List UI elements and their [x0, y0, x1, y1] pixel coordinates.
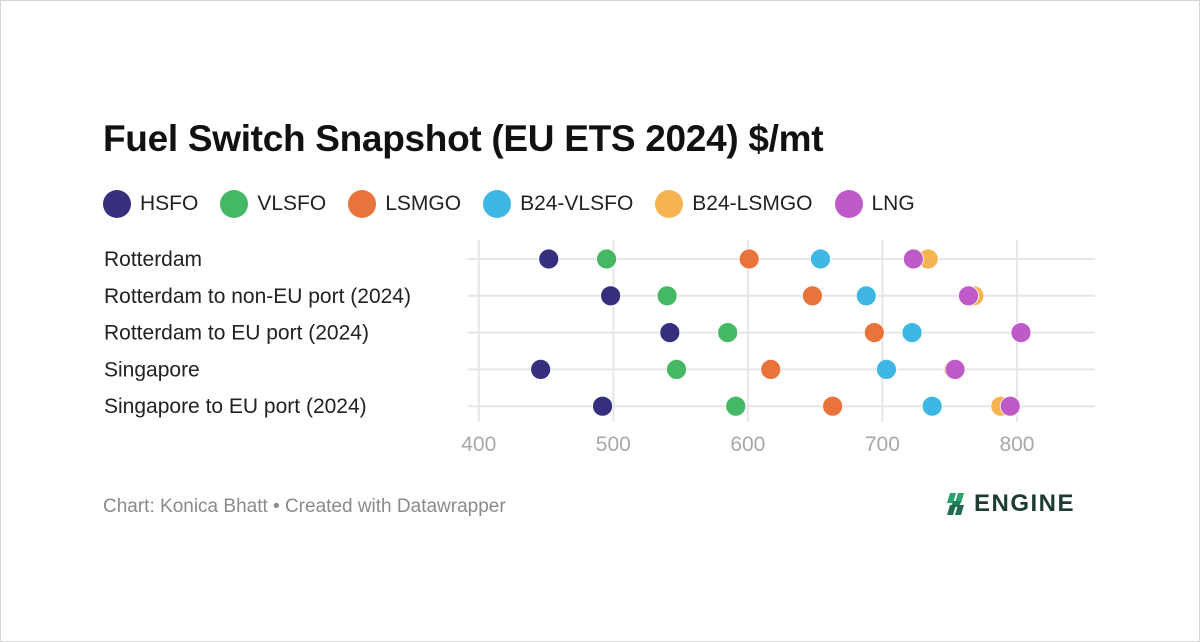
dot-lng [958, 285, 979, 307]
logo-wordmark: ENGINE [974, 490, 1076, 517]
dot-vlsfo [666, 358, 687, 380]
dot-lsmgo [738, 248, 760, 270]
engine-logo-icon [947, 493, 964, 515]
legend-item: LNG [834, 190, 915, 218]
x-tick-label: 400 [461, 433, 496, 456]
x-tick-label: 700 [865, 433, 900, 456]
dot-lsmgo [863, 322, 885, 344]
x-tick-label: 600 [730, 433, 765, 456]
dot-b24-vlsfo [921, 395, 943, 417]
dot-b24-vlsfo [810, 248, 831, 270]
legend-label: HSFO [140, 192, 199, 215]
row-label: Rotterdam to EU port (2024) [104, 322, 369, 345]
dot-lng [944, 358, 966, 380]
dot-hsfo [659, 322, 681, 344]
dot-hsfo [530, 358, 552, 380]
legend-label: B24-VLSFO [520, 192, 634, 215]
dot-b24-vlsfo [876, 358, 897, 380]
legend-swatch [348, 190, 377, 218]
legend-item: LSMGO [348, 190, 461, 218]
dot-vlsfo [656, 285, 678, 307]
x-tick-label: 500 [596, 433, 631, 456]
dot-vlsfo [725, 395, 747, 417]
legend-label: VLSFO [257, 192, 327, 215]
dot-vlsfo [717, 322, 739, 344]
dot-lng [1010, 322, 1032, 344]
legend-label: B24-LSMGO [692, 192, 813, 215]
legend-swatch [834, 190, 863, 218]
legend-label: LNG [871, 192, 915, 215]
engine-logo: ENGINE [946, 490, 1075, 518]
row-label: Rotterdam [104, 248, 202, 271]
dot-b24-vlsfo [855, 285, 877, 307]
legend-swatch [655, 190, 684, 218]
row-label: Singapore [104, 358, 200, 381]
dot-lsmgo [822, 395, 844, 417]
legend-item: VLSFO [220, 190, 326, 218]
legend-swatch [103, 190, 131, 218]
legend-item: B24-VLSFO [483, 190, 633, 218]
dot-lsmgo [760, 358, 782, 380]
row-label: Rotterdam to non-EU port (2024) [104, 285, 411, 308]
chart-title: Fuel Switch Snapshot (EU ETS 2024) $/mt [103, 118, 824, 159]
legend: HSFO VLSFO LSMGO B24-VLSFO B24-LSMGO LNG [103, 190, 937, 218]
chart-credit: Chart: Konica Bhatt • Created with Dataw… [103, 496, 506, 517]
legend-item: B24-LSMGO [655, 190, 813, 218]
dot-hsfo [600, 285, 622, 307]
legend-item: HSFO [103, 190, 198, 218]
dot-lsmgo [802, 285, 823, 307]
x-tick-label: 800 [999, 433, 1034, 456]
legend-swatch [220, 190, 249, 218]
dot-lng [999, 395, 1021, 417]
legend-swatch [483, 190, 512, 218]
legend-label: LSMGO [385, 192, 462, 215]
dot-lng [902, 248, 924, 270]
dot-hsfo [592, 395, 613, 417]
row-label: Singapore to EU port (2024) [104, 395, 367, 418]
dot-vlsfo [596, 248, 617, 270]
dot-b24-vlsfo [901, 322, 923, 344]
dot-hsfo [538, 248, 560, 270]
